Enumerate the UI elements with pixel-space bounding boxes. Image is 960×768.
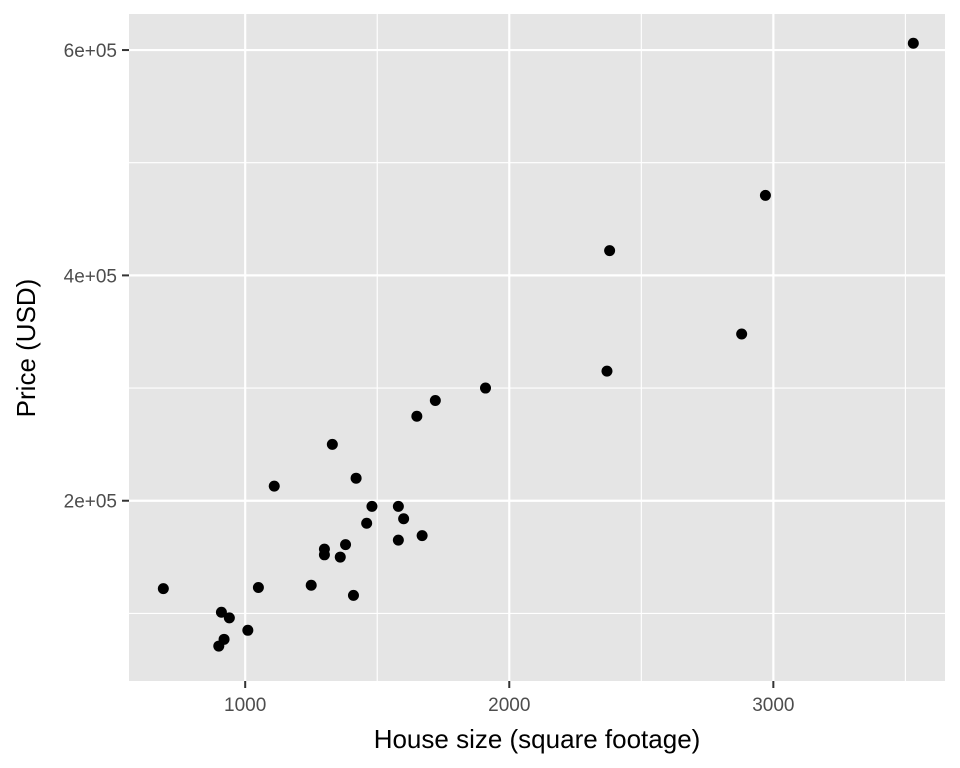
major-gridlines <box>129 14 945 681</box>
minor-gridlines <box>129 14 945 681</box>
data-point <box>907 37 919 49</box>
plot-panel <box>129 14 945 681</box>
y-axis-title: Price (USD) <box>11 279 41 418</box>
data-point <box>347 589 359 601</box>
data-point <box>736 328 748 340</box>
data-point <box>268 480 280 492</box>
data-point <box>392 534 404 546</box>
y-tick-label: 2e+05 <box>64 492 117 513</box>
x-tick-label: 3000 <box>752 695 794 716</box>
x-axis-title: House size (square footage) <box>374 724 701 754</box>
data-point <box>429 394 441 406</box>
data-point <box>398 513 410 525</box>
y-tick-label: 6e+05 <box>64 41 117 62</box>
data-point <box>242 624 254 636</box>
data-point <box>604 245 616 257</box>
data-point <box>334 551 346 563</box>
axis-ticks: 1000 2000 3000 2e+05 4e+05 6e+05 <box>64 41 795 716</box>
data-point <box>366 500 378 512</box>
data-point <box>223 612 235 624</box>
data-point <box>416 530 428 542</box>
x-tick-label: 2000 <box>488 695 530 716</box>
data-point <box>318 549 330 561</box>
data-point <box>252 581 264 593</box>
data-point <box>361 517 373 529</box>
data-point <box>601 365 613 377</box>
data-point <box>480 382 492 394</box>
data-point <box>157 583 169 595</box>
data-points <box>157 37 919 652</box>
data-point <box>411 410 423 422</box>
data-point <box>340 539 352 551</box>
data-point <box>350 472 362 484</box>
y-tick-label: 4e+05 <box>64 266 117 287</box>
data-point <box>305 579 317 591</box>
x-tick-label: 1000 <box>224 695 266 716</box>
data-point <box>326 438 338 450</box>
data-point <box>215 606 227 618</box>
data-point <box>759 189 771 201</box>
data-point <box>213 640 225 652</box>
data-point <box>392 500 404 512</box>
